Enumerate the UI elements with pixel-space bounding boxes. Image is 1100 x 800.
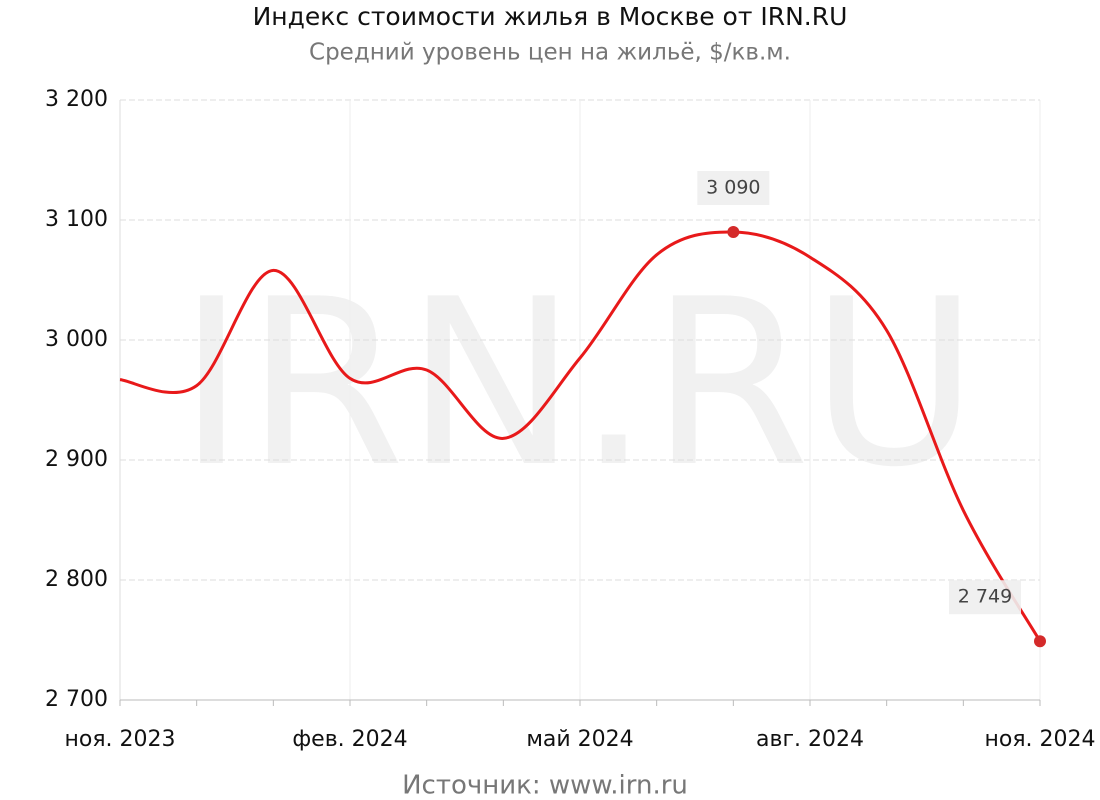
chart-subtitle: Средний уровень цен на жильё, $/кв.м. <box>309 40 791 66</box>
y-tick-label: 3 000 <box>45 327 108 352</box>
y-tick-label: 3 100 <box>45 207 108 232</box>
x-tick-label: фев. 2024 <box>292 727 407 752</box>
value-label-box <box>697 171 770 205</box>
value-label: 3 090 <box>706 177 760 199</box>
y-tick-label: 2 800 <box>45 567 108 592</box>
y-tick-label: 2 700 <box>45 687 108 712</box>
value-label: 2 749 <box>958 586 1012 608</box>
chart-title: Индекс стоимости жилья в Москве от IRN.R… <box>253 2 848 31</box>
value-label-box <box>949 580 1021 615</box>
x-tick-label: авг. 2024 <box>756 727 864 752</box>
watermark: IRN.RU <box>178 251 979 518</box>
x-tick-label: ноя. 2023 <box>64 727 175 752</box>
y-tick-label: 3 200 <box>45 87 108 112</box>
data-line <box>119 230 1042 642</box>
y-tick-label: 2 900 <box>45 447 108 472</box>
data-point <box>727 226 740 238</box>
x-tick-label: май 2024 <box>526 727 633 752</box>
x-tick-label: ноя. 2024 <box>984 727 1095 752</box>
data-point <box>1034 635 1046 648</box>
source-note: Источник: www.irn.ru <box>402 771 688 800</box>
